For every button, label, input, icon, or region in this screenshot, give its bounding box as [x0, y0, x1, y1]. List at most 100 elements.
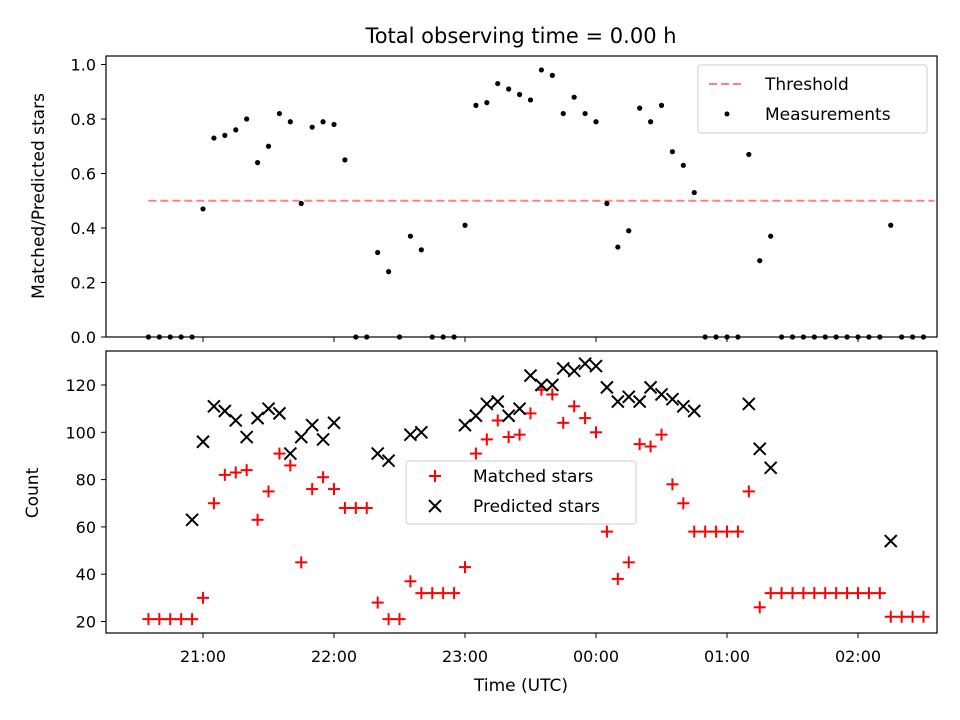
- measurement-point: [298, 200, 304, 207]
- top-y-tick-label: 1.0: [71, 56, 96, 75]
- measurement-point: [637, 105, 643, 111]
- matched-star-point: [480, 433, 493, 446]
- measurement-point: [462, 222, 468, 228]
- matched-legend-label: Matched stars: [473, 467, 593, 487]
- predicted-star-point: [305, 418, 319, 432]
- measurement-point: [331, 121, 337, 128]
- measurement-point: [768, 233, 774, 239]
- bottom-y-tick-label: 120: [65, 376, 96, 395]
- matched-star-point: [633, 438, 646, 451]
- predicted-star-point: [272, 406, 287, 421]
- matched-star-point: [557, 416, 570, 429]
- predicted-star-point: [480, 397, 494, 411]
- bottom-y-tick-label: 100: [65, 423, 96, 442]
- matched-star-point: [873, 587, 886, 600]
- measurement-point: [320, 119, 326, 125]
- measurement-point: [211, 135, 217, 141]
- matched-star-point: [371, 596, 384, 609]
- measurement-point: [582, 110, 588, 117]
- predicted-star-point: [261, 401, 276, 416]
- predicted-star-point: [381, 453, 396, 468]
- predicted-star-point: [622, 390, 636, 404]
- bottom-panel-frame: [105, 350, 938, 634]
- measurement-point: [233, 127, 239, 133]
- matched-star-point: [229, 466, 242, 479]
- measurement-point: [888, 222, 894, 228]
- matched-star-point: [349, 501, 362, 514]
- matched-star-point: [164, 613, 177, 626]
- matched-star-point: [710, 525, 723, 538]
- matched-star-point: [306, 483, 319, 496]
- measurement-point: [287, 119, 293, 125]
- predicted-star-point: [403, 427, 418, 442]
- matched-star-point: [884, 610, 897, 623]
- predicted-star-point: [370, 446, 385, 461]
- x-tick-label: 01:00: [704, 647, 750, 666]
- measurement-point: [309, 124, 315, 130]
- matched-star-point: [502, 431, 515, 444]
- predicted-star-point: [185, 513, 199, 527]
- matched-star-point: [786, 587, 799, 600]
- measurement-point: [265, 143, 272, 149]
- measurement-point: [669, 149, 676, 155]
- matched-star-point: [207, 497, 220, 510]
- matched-star-point: [841, 587, 854, 600]
- bottom-legend: Matched stars Predicted stars: [405, 460, 637, 525]
- measurement-point: [516, 91, 523, 98]
- matched-star-point: [295, 556, 308, 569]
- measurement-point: [200, 206, 206, 212]
- matched-star-point: [546, 388, 559, 401]
- predicted-star-point: [742, 397, 756, 411]
- matched-star-point: [721, 525, 733, 538]
- matched-star-point: [590, 426, 602, 439]
- matched-star-point: [218, 468, 231, 481]
- bottom-panel: 20 40 60 80 100 120 21:00 22:00 23:00 00:00 01:00…: [23, 350, 938, 696]
- matched-star-point: [677, 497, 690, 510]
- predicted-star-point: [294, 430, 308, 444]
- measurement-point: [615, 244, 621, 250]
- measurement-point: [549, 72, 555, 78]
- bottom-y-tick-label: 20: [76, 613, 96, 632]
- matched-star-point: [459, 561, 471, 574]
- predicted-star-point: [556, 361, 570, 376]
- matched-star-point: [197, 591, 209, 604]
- predicted-star-point: [218, 404, 232, 418]
- predicted-star-point: [250, 411, 265, 425]
- predicted-star-point: [534, 378, 549, 392]
- measurement-point: [647, 119, 654, 125]
- matched-star-point: [731, 525, 744, 538]
- matched-star-point: [240, 464, 253, 477]
- predicted-star-point: [458, 418, 472, 432]
- x-tick-label: 00:00: [573, 647, 619, 666]
- matched-star-point: [917, 610, 930, 623]
- measurement-point: [658, 102, 665, 108]
- matched-star-point: [852, 587, 864, 600]
- measurement-point: [495, 80, 501, 87]
- matched-star-point: [382, 613, 395, 626]
- x-axis-label: Time (UTC): [473, 676, 568, 696]
- bottom-legend-box: [405, 460, 637, 525]
- predicted-star-point: [600, 380, 614, 395]
- measurement-point: [407, 233, 414, 239]
- matched-star-point: [404, 575, 417, 588]
- bottom-y-axis-label: Count: [23, 467, 43, 518]
- predicted-star-point: [687, 404, 701, 418]
- predicted-legend-label: Predicted stars: [473, 497, 600, 517]
- measurement-point: [385, 269, 392, 275]
- measurement-point: [473, 102, 479, 108]
- predicted-star-point: [229, 413, 243, 428]
- top-y-tick-label: 0.6: [71, 165, 96, 184]
- matched-star-point: [284, 459, 297, 472]
- predicted-star-point: [207, 399, 221, 413]
- matched-star-point: [808, 587, 821, 600]
- matched-star-point: [644, 440, 657, 453]
- measurement-point: [593, 119, 599, 125]
- matched-star-point: [415, 587, 428, 600]
- predicted-star-point: [567, 364, 581, 378]
- matched-star-point: [906, 610, 919, 623]
- predicted-star-point: [632, 394, 647, 409]
- matched-legend-swatch: [429, 470, 441, 482]
- predicted-star-point: [469, 409, 483, 423]
- matched-star-point: [426, 587, 439, 600]
